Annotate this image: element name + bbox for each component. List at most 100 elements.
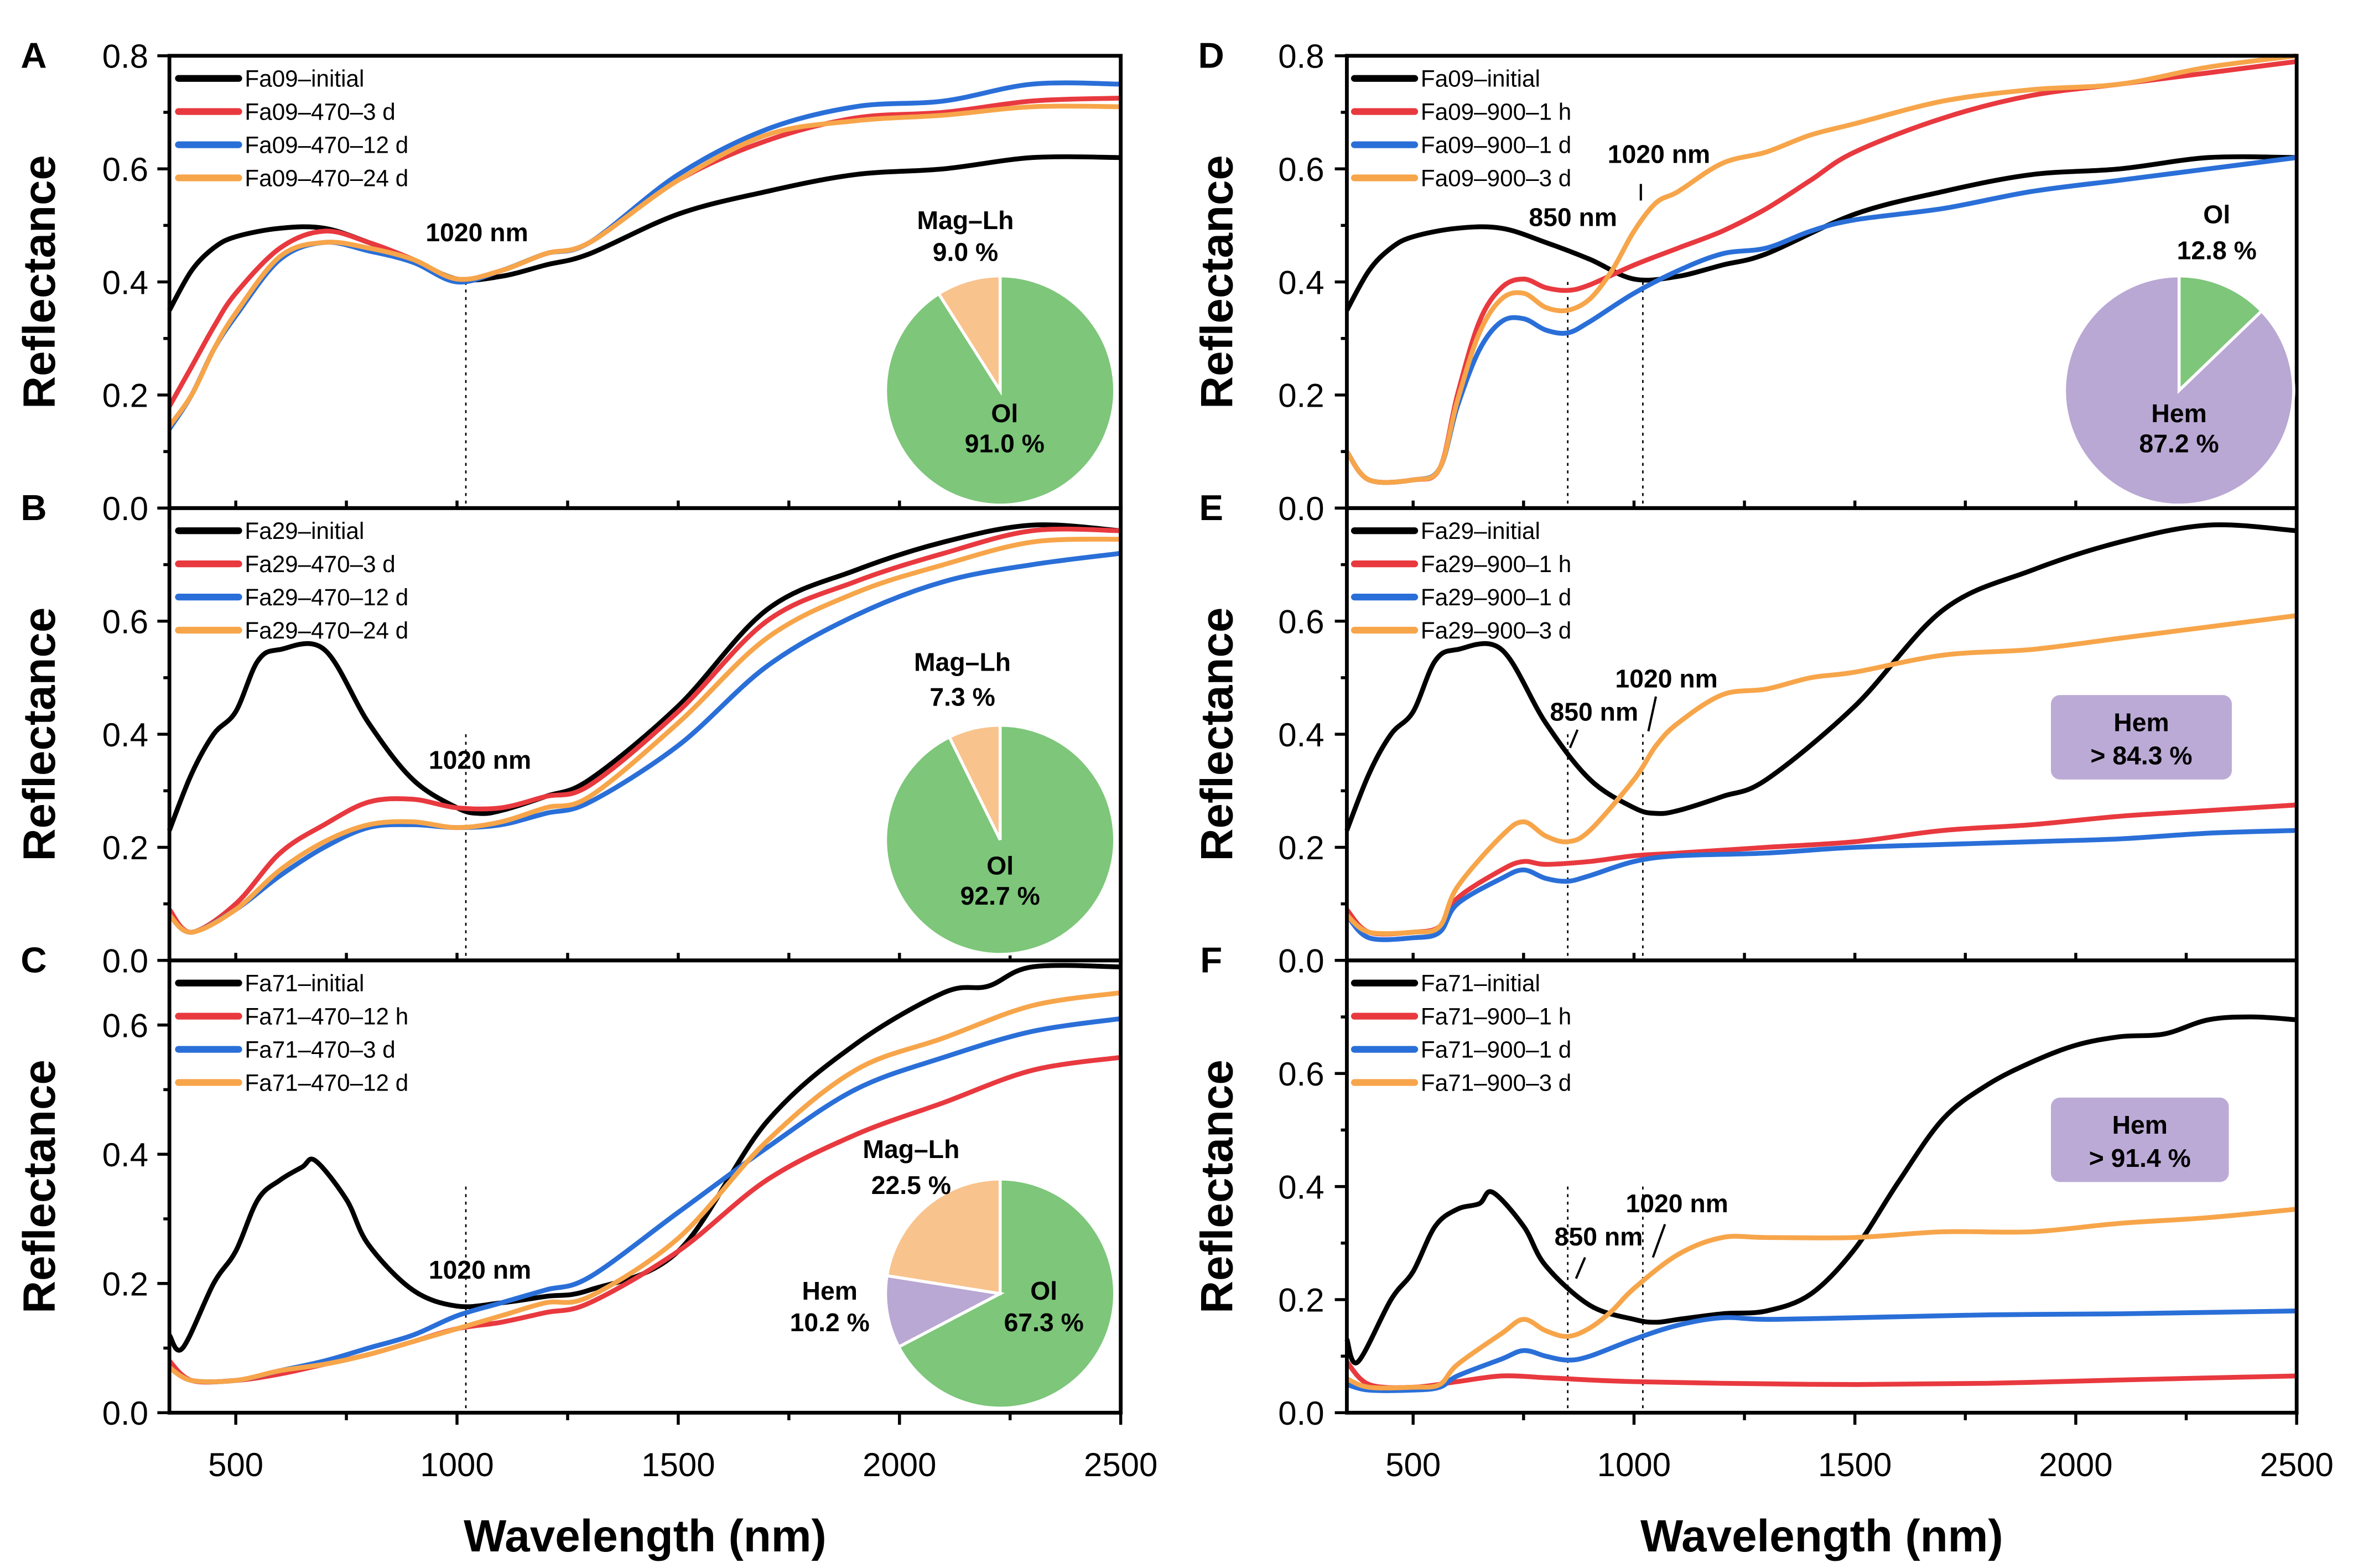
y-axis-label: Reflectance	[1192, 1060, 1242, 1313]
pie-label: Mag–Lh	[917, 206, 1014, 235]
annotation: 1020 nm	[1626, 1189, 1728, 1218]
legend-entry: Fa09–470–12 d	[245, 132, 408, 158]
panel-label: E	[1199, 487, 1223, 528]
legend-entry: Fa29–900–1 h	[1421, 551, 1571, 577]
annotation: 1020 nm	[1615, 664, 1717, 693]
phase-box	[2051, 1097, 2229, 1182]
annotation: 1020 nm	[1608, 139, 1710, 168]
legend-entry: Fa09–initial	[1421, 66, 1540, 92]
panel-a: Fa09–initial Fa09–470–3 d Fa09–470–12 d Fa0…	[14, 35, 1123, 527]
pie-value: 92.7 %	[960, 881, 1040, 910]
panel-e: Fa29–initial Fa29–900–1 h Fa29–900–1 d Fa29…	[1192, 487, 2299, 980]
pie-slice	[947, 723, 1002, 841]
annotation: 1020 nm	[429, 1255, 531, 1284]
series-line	[168, 537, 1121, 935]
panel-label: D	[1198, 35, 1224, 76]
annotation: 850 nm	[1555, 1222, 1643, 1251]
y-tick-label: 0.6	[102, 1007, 148, 1044]
annotation: 850 nm	[1550, 698, 1639, 726]
series-line	[167, 154, 1121, 311]
legend-entry: Fa09–900–1 d	[1421, 132, 1571, 158]
legend-entry: Fa29–initial	[245, 518, 364, 544]
legend-entry: Fa09–900–1 h	[1421, 99, 1571, 125]
series-line	[1344, 1014, 2297, 1365]
x-tick-label: 2500	[1084, 1446, 1157, 1483]
pie-slice	[936, 274, 1002, 396]
y-tick-label: 0.2	[1278, 829, 1324, 866]
y-tick-label: 0.6	[102, 151, 148, 188]
panel-c: Fa71–initial Fa71–470–12 h Fa71–470–3 d Fa7…	[14, 940, 1157, 1561]
legend-entry: Fa71–initial	[1421, 970, 1540, 996]
series-line	[1344, 154, 2297, 311]
y-tick-label: 0.0	[1278, 943, 1324, 980]
pie-value: 9.0 %	[933, 237, 998, 266]
pie-slice	[2063, 274, 2295, 507]
y-tick-label: 0.0	[102, 1395, 148, 1432]
legend-entry: Fa09–initial	[245, 66, 364, 92]
pie-value: 12.8 %	[2177, 236, 2257, 265]
panel-d: Fa09–initial Fa09–900–1 h Fa09–900–1 d Fa09…	[1192, 35, 2299, 527]
y-axis-label: Reflectance	[14, 1060, 65, 1313]
pie-slice	[884, 1274, 1005, 1349]
y-axis-label: Reflectance	[1192, 608, 1242, 861]
legend-entry: Fa09–900–3 d	[1421, 165, 1571, 191]
legend-entry: Fa29–initial	[1421, 518, 1540, 544]
pie-value: 87.2 %	[2139, 429, 2219, 458]
pie-label: Mag–Lh	[914, 648, 1011, 677]
annotation-leader	[1647, 696, 1658, 732]
annotation: 1020 nm	[429, 746, 531, 775]
y-tick-label: 0.4	[102, 716, 148, 754]
legend-entry: Fa29–470–24 d	[245, 617, 408, 643]
x-tick-label: 1000	[420, 1446, 494, 1483]
legend-entry: Fa29–470–12 d	[245, 584, 408, 610]
pie-value: 22.5 %	[871, 1171, 951, 1200]
y-tick-label: 0.4	[1278, 1169, 1324, 1206]
x-tick-label: 1000	[1597, 1446, 1671, 1483]
pie-label: Hem	[2151, 399, 2206, 428]
legend-entry: Fa71–initial	[245, 970, 364, 996]
panel-f: Fa71–initial Fa71–900–1 h Fa71–900–1 d Fa71…	[1192, 940, 2334, 1561]
y-tick-label: 0.6	[1278, 604, 1324, 641]
pie-label: Ol	[1030, 1276, 1057, 1305]
y-tick-label: 0.4	[102, 1136, 148, 1174]
legend-entry: Fa71–470–12 h	[245, 1004, 408, 1030]
series-line	[168, 551, 1121, 935]
y-tick-label: 0.6	[1278, 1056, 1324, 1093]
phase-box-label: Hem	[2113, 708, 2169, 737]
series-line	[1344, 522, 2297, 832]
pie-label: Ol	[991, 399, 1018, 428]
panel-label: C	[20, 940, 46, 980]
legend-entry: Fa71–470–3 d	[245, 1037, 395, 1063]
y-axis-label: Reflectance	[1192, 155, 1242, 409]
annotation: 1020 nm	[425, 218, 528, 247]
pie-label: Mag–Lh	[863, 1135, 959, 1164]
pie-label: Ol	[2203, 200, 2230, 229]
pie-label: Ol	[986, 852, 1014, 880]
pie-value: 67.3 %	[1004, 1308, 1084, 1337]
x-tick-label: 2500	[2260, 1446, 2334, 1483]
plot-frame	[167, 958, 1123, 1415]
x-tick-label: 2000	[863, 1446, 936, 1483]
y-tick-label: 0.0	[1278, 490, 1324, 527]
series-line	[167, 522, 1121, 832]
series-line	[167, 526, 1121, 935]
annotation-leader	[1568, 729, 1579, 749]
panel-label: B	[20, 487, 46, 528]
y-tick-label: 0.2	[102, 377, 148, 414]
series-line	[1346, 1309, 2297, 1393]
legend-entry: Fa29–470–3 d	[245, 551, 395, 577]
y-tick-label: 0.0	[102, 490, 148, 527]
legend-entry: Fa29–900–3 d	[1421, 617, 1571, 643]
series-line	[1346, 1207, 2297, 1391]
series-line	[168, 990, 1121, 1384]
legend-entry: Fa71–470–12 d	[245, 1070, 408, 1096]
y-tick-label: 0.2	[1278, 1282, 1324, 1319]
x-axis-label: Wavelength (nm)	[1640, 1511, 2003, 1561]
phase-box-value: > 91.4 %	[2089, 1144, 2191, 1172]
y-tick-label: 0.2	[102, 1266, 148, 1303]
series-line	[1345, 828, 2297, 942]
x-tick-label: 2000	[2039, 1446, 2112, 1483]
y-axis-label: Reflectance	[14, 155, 65, 409]
y-tick-label: 0.8	[1278, 38, 1324, 75]
pie-value: 91.0 %	[965, 429, 1045, 458]
